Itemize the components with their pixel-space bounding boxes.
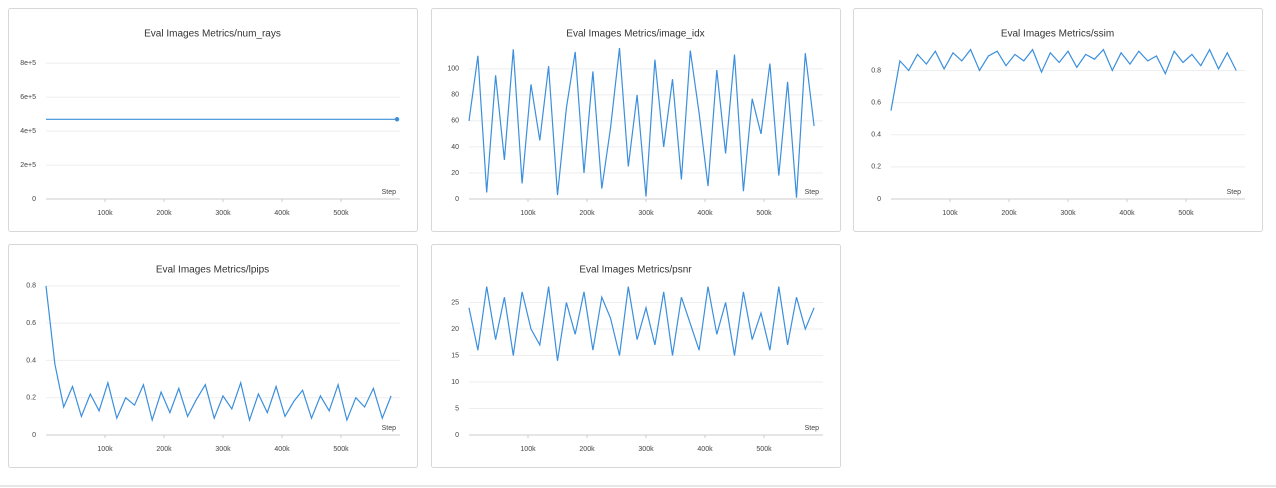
chart-panel: Eval Images Metrics/lpips 0 0.2 0.4 0.6 0.8 10… [8, 244, 418, 468]
x-axis-label: Step [382, 189, 397, 196]
x-tick-label: 400k [697, 446, 713, 453]
y-tick-label: 0 [455, 196, 459, 203]
chart-panel: Eval Images Metrics/image_idx 0 20 40 60 80 10… [431, 8, 841, 232]
x-tick-label: 400k [274, 446, 290, 453]
x-tick-label: 400k [1119, 210, 1135, 217]
chart-title: Eval Images Metrics/lpips [156, 265, 269, 276]
panel-frame [8, 8, 418, 232]
x-tick-label: 100k [97, 210, 113, 217]
chart-title: Eval Images Metrics/ssim [1001, 29, 1114, 40]
x-tick-label: 100k [520, 446, 536, 453]
x-tick-label: 200k [1001, 210, 1017, 217]
y-tick-label: 0.8 [871, 67, 881, 74]
y-tick-label: 4e+5 [20, 128, 36, 135]
x-tick-label: 500k [1178, 210, 1194, 217]
y-tick-label: 0.6 [26, 320, 36, 327]
x-tick-label: 200k [579, 446, 595, 453]
y-tick-label: 0.6 [871, 99, 881, 106]
x-tick-label: 300k [638, 446, 654, 453]
y-tick-label: 10 [451, 379, 459, 386]
x-tick-label: 500k [756, 210, 772, 217]
x-tick-label: 200k [579, 210, 595, 217]
y-tick-label: 20 [451, 170, 459, 177]
x-axis-label: Step [805, 189, 820, 196]
x-tick-label: 100k [520, 210, 536, 217]
panel-frame [431, 8, 841, 232]
y-tick-label: 40 [451, 144, 459, 151]
y-tick-label: 60 [451, 118, 459, 125]
panel-frame [8, 244, 418, 468]
y-tick-label: 25 [451, 299, 459, 306]
x-tick-label: 400k [697, 210, 713, 217]
y-tick-label: 0 [455, 432, 459, 439]
data-line [468, 286, 815, 361]
y-tick-label: 8e+5 [20, 60, 36, 67]
x-tick-label: 100k [97, 446, 113, 453]
y-tick-label: 0 [877, 196, 881, 203]
x-tick-label: 400k [274, 210, 290, 217]
y-tick-label: 5 [455, 405, 459, 412]
chart-title: Eval Images Metrics/psnr [579, 265, 692, 276]
panel-frame [853, 8, 1263, 232]
chart-panel: Eval Images Metrics/num_rays 0 2e+5 4e+5 6e+… [8, 8, 418, 232]
x-tick-label: 200k [156, 446, 172, 453]
data-line [468, 47, 815, 198]
y-tick-label: 80 [451, 92, 459, 99]
data-line [890, 48, 1237, 111]
x-axis-label: Step [382, 425, 397, 432]
x-tick-label: 300k [638, 210, 654, 217]
y-tick-label: 0 [32, 196, 36, 203]
x-tick-label: 500k [333, 210, 349, 217]
x-tick-label: 100k [942, 210, 958, 217]
x-axis-label: Step [1227, 189, 1242, 196]
chart-title: Eval Images Metrics/num_rays [144, 29, 281, 40]
y-tick-label: 20 [451, 326, 459, 333]
y-tick-label: 0.2 [871, 164, 881, 171]
x-tick-label: 300k [215, 446, 231, 453]
y-tick-label: 2e+5 [20, 162, 36, 169]
data-line [45, 285, 392, 423]
end-point [394, 117, 400, 122]
chart-panel: Eval Images Metrics/psnr 0 5 10 15 20 25 100k 20… [431, 244, 841, 468]
x-tick-label: 200k [156, 210, 172, 217]
x-tick-label: 500k [756, 446, 772, 453]
chart-title: Eval Images Metrics/image_idx [566, 29, 704, 40]
chart-panel: Eval Images Metrics/ssim 0 0.2 0.4 0.6 0.8 100… [853, 8, 1263, 232]
x-tick-label: 300k [215, 210, 231, 217]
y-tick-label: 0.2 [26, 395, 36, 402]
y-tick-label: 0.4 [26, 357, 36, 364]
y-tick-label: 0 [32, 432, 36, 439]
x-tick-label: 300k [1060, 210, 1076, 217]
y-tick-label: 100 [447, 66, 459, 73]
x-tick-label: 500k [333, 446, 349, 453]
y-tick-label: 0.8 [26, 283, 36, 290]
y-tick-label: 0.4 [871, 132, 881, 139]
y-tick-label: 15 [451, 352, 459, 359]
x-axis-label: Step [805, 425, 820, 432]
y-tick-label: 6e+5 [20, 94, 36, 101]
